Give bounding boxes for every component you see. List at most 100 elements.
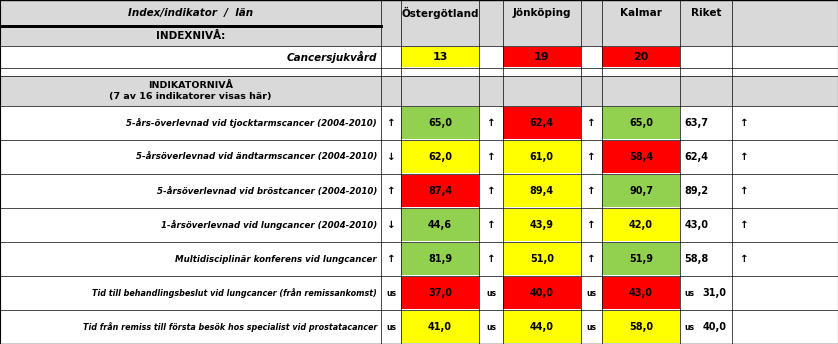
Bar <box>401 141 479 173</box>
Bar <box>401 175 479 207</box>
Text: 62,0: 62,0 <box>428 152 452 162</box>
Text: ↑: ↑ <box>487 152 495 162</box>
Text: Cancersjukvård: Cancersjukvård <box>287 51 377 63</box>
Text: 13: 13 <box>432 52 447 62</box>
Text: 44,0: 44,0 <box>530 322 554 332</box>
Bar <box>0 310 838 344</box>
Text: 5-årsöverlevnad vid bröstcancer (2004-2010): 5-årsöverlevnad vid bröstcancer (2004-20… <box>157 186 377 195</box>
Text: Tid från remiss till första besök hos specialist vid prostatacancer: Tid från remiss till första besök hos sp… <box>83 322 377 332</box>
Text: us: us <box>486 289 496 298</box>
Text: 89,2: 89,2 <box>685 186 709 196</box>
Text: 43,9: 43,9 <box>530 220 554 230</box>
Text: 62,4: 62,4 <box>530 118 554 128</box>
Bar <box>0 0 838 26</box>
Bar <box>602 107 680 139</box>
Text: 20: 20 <box>634 52 649 62</box>
Text: Index/indikator  /  län: Index/indikator / län <box>128 8 253 18</box>
Bar <box>0 26 838 46</box>
Text: ↑: ↑ <box>386 186 396 196</box>
Bar <box>401 107 479 139</box>
Text: Östergötland: Östergötland <box>401 7 478 19</box>
Text: ↑: ↑ <box>587 220 596 230</box>
Text: Multidisciplinär konferens vid lungcancer: Multidisciplinär konferens vid lungcance… <box>175 255 377 264</box>
Text: 40,0: 40,0 <box>530 288 554 298</box>
Bar <box>0 174 838 208</box>
Text: 90,7: 90,7 <box>629 186 653 196</box>
Bar <box>401 47 479 67</box>
Text: us: us <box>587 323 596 332</box>
Bar <box>503 243 581 275</box>
Bar <box>503 277 581 309</box>
Text: ↑: ↑ <box>740 186 748 196</box>
Text: 43,0: 43,0 <box>685 220 709 230</box>
Text: 58,8: 58,8 <box>685 254 709 264</box>
Text: 81,9: 81,9 <box>428 254 452 264</box>
Text: us: us <box>685 289 695 298</box>
Text: 65,0: 65,0 <box>428 118 452 128</box>
Bar <box>0 106 838 140</box>
Text: ↑: ↑ <box>740 118 748 128</box>
Text: us: us <box>486 323 496 332</box>
Bar <box>0 46 838 68</box>
Text: 43,0: 43,0 <box>629 288 653 298</box>
Bar <box>0 242 838 276</box>
Bar <box>401 209 479 241</box>
Text: ↑: ↑ <box>487 118 495 128</box>
Text: Riket: Riket <box>691 8 722 18</box>
Text: INDEXNIVÅ:: INDEXNIVÅ: <box>156 31 225 41</box>
Text: 65,0: 65,0 <box>629 118 653 128</box>
Bar <box>503 175 581 207</box>
Text: 41,0: 41,0 <box>428 322 452 332</box>
Bar <box>0 208 838 242</box>
Text: us: us <box>685 323 695 332</box>
Bar <box>602 311 680 343</box>
Bar <box>0 276 838 310</box>
Text: 63,7: 63,7 <box>685 118 709 128</box>
Bar <box>503 107 581 139</box>
Text: us: us <box>386 289 396 298</box>
Text: Jönköping: Jönköping <box>513 8 571 18</box>
Text: ↑: ↑ <box>386 254 396 264</box>
Text: ↑: ↑ <box>487 254 495 264</box>
Text: ↑: ↑ <box>487 220 495 230</box>
Bar <box>401 311 479 343</box>
Bar <box>0 68 838 76</box>
Text: Tid till behandlingsbeslut vid lungcancer (från remissankomst): Tid till behandlingsbeslut vid lungcance… <box>92 288 377 298</box>
Bar <box>401 243 479 275</box>
Bar <box>503 311 581 343</box>
Text: ↓: ↓ <box>386 220 396 230</box>
Bar <box>503 141 581 173</box>
Text: ↑: ↑ <box>740 220 748 230</box>
Text: 42,0: 42,0 <box>629 220 653 230</box>
Bar <box>503 47 581 67</box>
Bar <box>503 209 581 241</box>
Bar <box>0 0 381 26</box>
Text: 40,0: 40,0 <box>702 322 727 332</box>
Bar <box>0 140 838 174</box>
Text: 51,9: 51,9 <box>629 254 653 264</box>
Text: 87,4: 87,4 <box>428 186 452 196</box>
Text: us: us <box>386 323 396 332</box>
Text: ↑: ↑ <box>587 152 596 162</box>
Text: ↑: ↑ <box>587 186 596 196</box>
Text: 89,4: 89,4 <box>530 186 554 196</box>
Bar <box>0 76 838 106</box>
Text: 58,0: 58,0 <box>629 322 653 332</box>
Bar <box>602 277 680 309</box>
Text: 5-årsöverlevnad vid ändtarmscancer (2004-2010): 5-årsöverlevnad vid ändtarmscancer (2004… <box>136 152 377 161</box>
Text: 5-års-överlevnad vid tjocktarmscancer (2004-2010): 5-års-överlevnad vid tjocktarmscancer (2… <box>127 118 377 128</box>
Text: ↑: ↑ <box>587 118 596 128</box>
Text: ↑: ↑ <box>587 254 596 264</box>
Text: ↑: ↑ <box>740 152 748 162</box>
Text: 62,4: 62,4 <box>685 152 709 162</box>
Bar <box>602 209 680 241</box>
Bar <box>602 175 680 207</box>
Text: ↓: ↓ <box>386 152 396 162</box>
Text: ↑: ↑ <box>740 254 748 264</box>
Text: 44,6: 44,6 <box>428 220 452 230</box>
Text: Kalmar: Kalmar <box>620 8 662 18</box>
Text: 61,0: 61,0 <box>530 152 554 162</box>
Text: 1-årsöverlevnad vid lungcancer (2004-2010): 1-årsöverlevnad vid lungcancer (2004-201… <box>161 220 377 230</box>
Bar <box>602 47 680 67</box>
Text: us: us <box>587 289 596 298</box>
